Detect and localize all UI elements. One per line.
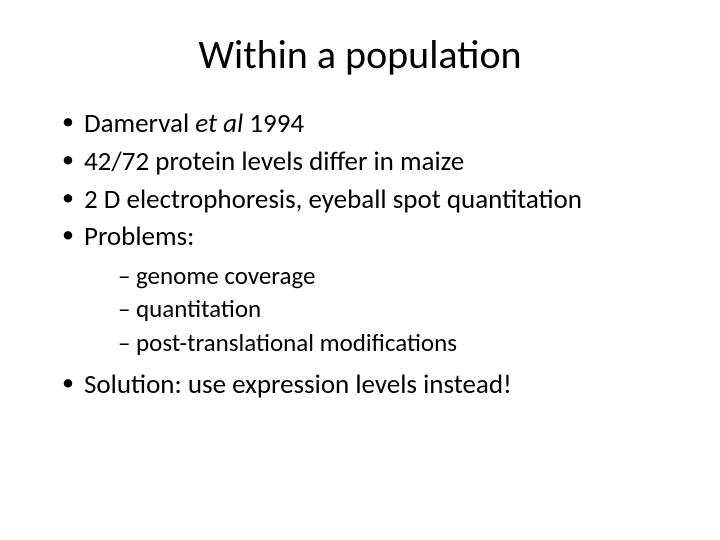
bullet-item-5: Solution: use expression levels instead! bbox=[62, 368, 680, 402]
bullet-text: Damerval bbox=[84, 107, 195, 140]
slide: Within a population Damerval et al 1994 … bbox=[0, 0, 720, 540]
sub-bullet-list: genome coverage quantitation post-transl… bbox=[84, 260, 680, 358]
bullet-text: Problems: bbox=[84, 220, 194, 253]
bullet-text: 42/72 protein levels differ in maize bbox=[84, 145, 464, 178]
sub-bullet-text: genome coverage bbox=[136, 260, 315, 291]
bullet-text-italic: et al bbox=[195, 107, 243, 140]
bullet-item-2: 42/72 protein levels differ in maize bbox=[62, 145, 680, 179]
bullet-text: 2 D electrophoresis, eyeball spot quanti… bbox=[84, 183, 582, 216]
slide-content: Damerval et al 1994 42/72 protein levels… bbox=[40, 107, 680, 402]
sub-bullet-item-3: post-translational modifications bbox=[118, 327, 680, 358]
sub-bullet-text: quantitation bbox=[136, 293, 261, 324]
sub-bullet-item-2: quantitation bbox=[118, 293, 680, 324]
sub-bullet-item-1: genome coverage bbox=[118, 260, 680, 291]
slide-title: Within a population bbox=[40, 30, 680, 79]
bullet-text: Solution: use expression levels instead! bbox=[84, 368, 512, 401]
bullet-item-1: Damerval et al 1994 bbox=[62, 107, 680, 141]
bullet-list: Damerval et al 1994 42/72 protein levels… bbox=[40, 107, 680, 402]
sub-bullet-text: post-translational modifications bbox=[136, 327, 457, 358]
bullet-item-4: Problems: genome coverage quantitation p… bbox=[62, 220, 680, 358]
bullet-item-3: 2 D electrophoresis, eyeball spot quanti… bbox=[62, 183, 680, 217]
bullet-text: 1994 bbox=[243, 107, 304, 140]
